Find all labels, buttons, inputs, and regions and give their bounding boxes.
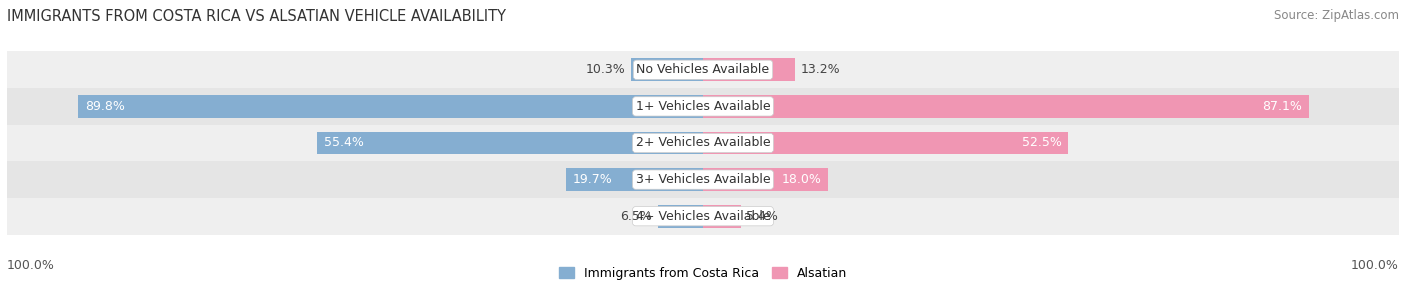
Text: 18.0%: 18.0% [782, 173, 821, 186]
Legend: Immigrants from Costa Rica, Alsatian: Immigrants from Costa Rica, Alsatian [554, 262, 852, 285]
Bar [7, 161, 1399, 198]
Bar [7, 125, 1399, 161]
Bar [565, 168, 703, 191]
Bar [318, 132, 703, 154]
Text: No Vehicles Available: No Vehicles Available [637, 63, 769, 76]
Text: 52.5%: 52.5% [1022, 136, 1062, 150]
Text: 19.7%: 19.7% [572, 173, 613, 186]
Text: 4+ Vehicles Available: 4+ Vehicles Available [636, 210, 770, 223]
Text: 5.4%: 5.4% [747, 210, 778, 223]
Text: IMMIGRANTS FROM COSTA RICA VS ALSATIAN VEHICLE AVAILABILITY: IMMIGRANTS FROM COSTA RICA VS ALSATIAN V… [7, 9, 506, 23]
Bar [77, 95, 703, 118]
Text: 10.3%: 10.3% [586, 63, 626, 76]
Bar [658, 205, 703, 228]
Text: 100.0%: 100.0% [1351, 259, 1399, 272]
Bar [631, 58, 703, 81]
Text: 3+ Vehicles Available: 3+ Vehicles Available [636, 173, 770, 186]
Text: 100.0%: 100.0% [7, 259, 55, 272]
Text: 2+ Vehicles Available: 2+ Vehicles Available [636, 136, 770, 150]
Bar [703, 132, 1069, 154]
Bar [703, 58, 794, 81]
Bar [703, 168, 828, 191]
Bar [703, 95, 1309, 118]
Bar [7, 198, 1399, 235]
Bar [703, 205, 741, 228]
Text: 1+ Vehicles Available: 1+ Vehicles Available [636, 100, 770, 113]
Text: 13.2%: 13.2% [800, 63, 839, 76]
Bar [7, 88, 1399, 125]
Text: Source: ZipAtlas.com: Source: ZipAtlas.com [1274, 9, 1399, 21]
Text: 55.4%: 55.4% [325, 136, 364, 150]
Text: 6.5%: 6.5% [620, 210, 652, 223]
Text: 89.8%: 89.8% [84, 100, 125, 113]
Bar [7, 51, 1399, 88]
Text: 87.1%: 87.1% [1263, 100, 1302, 113]
